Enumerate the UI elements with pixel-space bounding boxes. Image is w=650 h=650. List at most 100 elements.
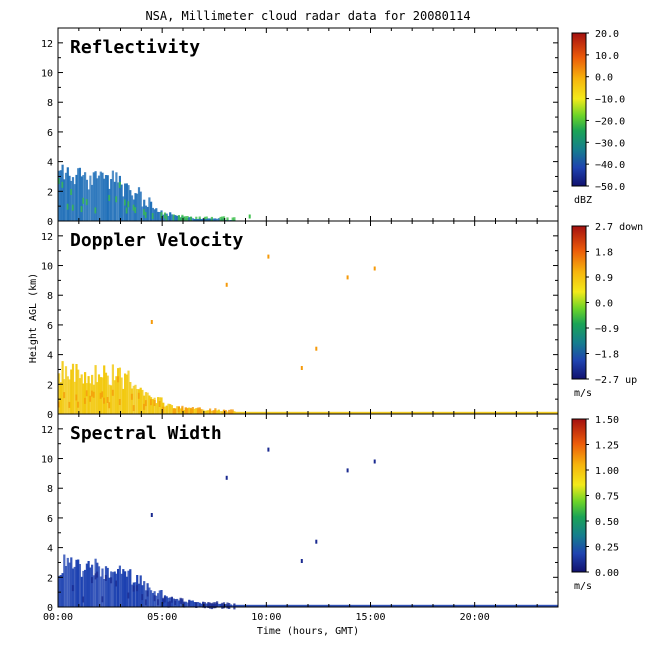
echo-column bbox=[118, 175, 121, 221]
echo-column bbox=[85, 563, 88, 607]
surface-echo-band bbox=[235, 411, 558, 414]
echo-highlight bbox=[186, 407, 189, 414]
echo-column bbox=[170, 214, 173, 221]
echo-column bbox=[150, 397, 153, 414]
echo-column bbox=[96, 178, 99, 221]
y-tick-label: 8 bbox=[47, 98, 53, 109]
echo-column bbox=[134, 193, 137, 221]
colorbar-tick-label: 2.7 down bbox=[595, 222, 643, 233]
echo-highlight bbox=[144, 400, 147, 407]
echo-column bbox=[122, 569, 125, 607]
y-tick-label: 0 bbox=[47, 217, 53, 228]
echo-highlight bbox=[96, 571, 99, 578]
echo-column bbox=[99, 576, 102, 607]
echo-column bbox=[217, 604, 220, 607]
echo-column bbox=[169, 212, 172, 221]
echo-column bbox=[58, 373, 61, 414]
echo-speckle bbox=[373, 266, 376, 271]
echo-column bbox=[117, 182, 120, 221]
echo-column bbox=[125, 576, 128, 607]
echo-column bbox=[78, 378, 81, 414]
y-tick-label: 8 bbox=[47, 291, 53, 302]
echo-column bbox=[77, 369, 80, 414]
echo-highlight bbox=[117, 376, 120, 383]
echo-column bbox=[193, 408, 196, 414]
echo-speckle bbox=[248, 214, 251, 219]
echo-column bbox=[143, 581, 146, 607]
echo-column bbox=[103, 365, 106, 414]
x-tick-label: 20:00 bbox=[460, 612, 490, 623]
echo-column bbox=[75, 559, 78, 607]
echo-column bbox=[202, 409, 205, 414]
colorbar-unit: m/s bbox=[574, 388, 592, 399]
echo-speckle bbox=[346, 468, 349, 473]
colorbar-tick-label: −10.0 bbox=[595, 95, 625, 106]
echo-highlight bbox=[71, 585, 75, 592]
echo-highlight bbox=[216, 601, 219, 608]
echo-highlight bbox=[68, 401, 71, 408]
echo-column bbox=[219, 603, 222, 607]
plot-frame bbox=[57, 27, 559, 222]
echo-column bbox=[110, 571, 113, 607]
echo-column bbox=[158, 212, 161, 221]
echo-highlight bbox=[99, 392, 102, 399]
echo-highlight bbox=[111, 389, 114, 396]
echo-highlight bbox=[134, 207, 137, 214]
echo-column bbox=[160, 590, 163, 607]
echo-column bbox=[101, 568, 104, 607]
echo-highlight bbox=[77, 401, 80, 408]
echo-column bbox=[150, 590, 153, 607]
echo-column bbox=[176, 598, 179, 607]
echo-column bbox=[97, 566, 101, 607]
echo-column bbox=[155, 208, 158, 221]
echo-column bbox=[127, 370, 130, 414]
colorbar-tick-label: −40.0 bbox=[595, 160, 625, 171]
echo-highlight bbox=[174, 408, 177, 415]
echo-column bbox=[162, 214, 165, 221]
echo-column bbox=[217, 409, 220, 414]
y-tick-label: 0 bbox=[47, 603, 53, 614]
echo-column bbox=[115, 573, 118, 607]
panel-2: 0 2 4 6 8 10 12 00:00 05:00 10:00 15:00 20:00 Spectr… bbox=[41, 413, 619, 623]
echo-column bbox=[148, 395, 151, 414]
echo-highlight bbox=[92, 391, 95, 398]
echo-column bbox=[117, 569, 120, 607]
echo-column bbox=[214, 218, 217, 221]
panel-1: 0 2 4 6 8 10 12 Doppler Velocity 2.7 down 1.8 0.9 0… bbox=[41, 220, 643, 421]
echo-column bbox=[169, 404, 172, 414]
echo-highlight bbox=[222, 409, 226, 416]
colorbar bbox=[571, 32, 587, 187]
echo-column bbox=[59, 575, 62, 607]
echo-column bbox=[77, 559, 80, 607]
echo-column bbox=[104, 566, 108, 607]
echo-highlight bbox=[165, 215, 168, 222]
echo-column bbox=[203, 410, 206, 414]
echo-column bbox=[92, 575, 95, 607]
colorbar-tick-label: −50.0 bbox=[595, 182, 625, 193]
echo-column bbox=[150, 201, 153, 221]
echo-highlight bbox=[184, 216, 187, 223]
echo-highlight bbox=[85, 199, 88, 206]
echo-column bbox=[122, 388, 125, 414]
echo-highlight bbox=[144, 599, 147, 606]
echo-column bbox=[73, 184, 76, 221]
echo-column bbox=[188, 217, 191, 221]
echo-column bbox=[117, 368, 120, 414]
echo-highlight bbox=[91, 577, 94, 584]
y-tick-label: 8 bbox=[47, 484, 53, 495]
echo-column bbox=[130, 195, 134, 221]
echo-highlight bbox=[58, 178, 61, 184]
echo-column bbox=[87, 561, 90, 607]
echo-highlight bbox=[118, 182, 121, 188]
echo-highlight bbox=[82, 197, 85, 204]
echo-highlight bbox=[124, 199, 127, 206]
echo-column bbox=[191, 600, 194, 607]
echo-highlight bbox=[212, 410, 215, 417]
echo-highlight bbox=[108, 402, 111, 409]
echo-column bbox=[78, 564, 81, 607]
echo-column bbox=[139, 191, 142, 221]
echo-highlight bbox=[58, 401, 61, 408]
echo-column bbox=[148, 197, 151, 221]
